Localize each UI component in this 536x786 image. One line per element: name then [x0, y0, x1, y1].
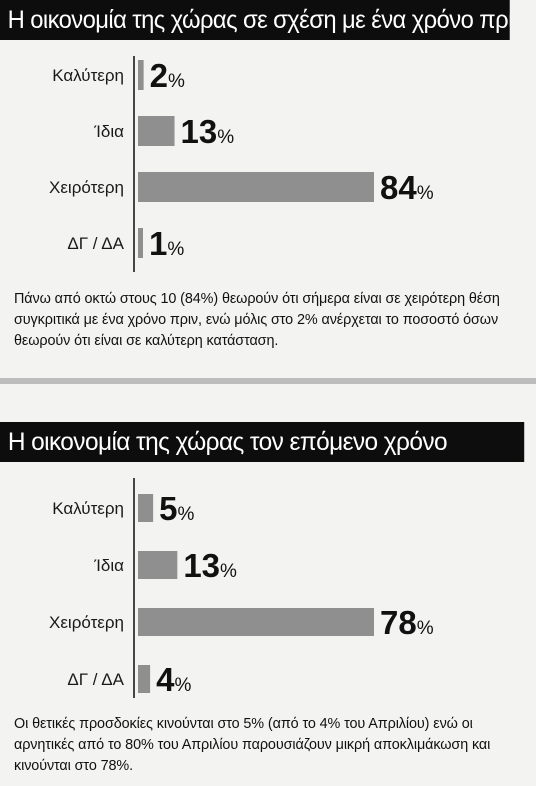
data-label: 84%: [380, 169, 434, 206]
data-label: 78%: [380, 604, 434, 641]
bar: [138, 60, 144, 90]
category-label: Καλύτερη: [52, 499, 124, 518]
bar-chart-2: Καλύτερη 5% Ίδια 13% Χειρότερη 78% ΔΓ / ΔΑ 4%: [0, 478, 536, 698]
data-label: 1%: [149, 225, 184, 262]
bar: [138, 665, 151, 693]
category-label: Ίδια: [93, 556, 124, 575]
category-label: Χειρότερη: [49, 178, 124, 197]
bar: [138, 172, 374, 202]
category-label: ΔΓ / ΔΑ: [67, 234, 124, 253]
bar: [138, 116, 175, 146]
bar: [138, 608, 374, 636]
bar: [138, 494, 154, 522]
category-label: Καλύτερη: [52, 66, 124, 85]
category-label: ΔΓ / ΔΑ: [67, 670, 124, 689]
bar-chart-1: Καλύτερη 2% Ίδια 13% Χειρότερη 84% ΔΓ / ΔΑ 1%: [0, 56, 536, 272]
chart-svg-1: Καλύτερη 2% Ίδια 13% Χειρότερη 84% ΔΓ / ΔΑ 1%: [49, 56, 434, 272]
bar: [138, 551, 178, 579]
data-label: 5%: [159, 490, 194, 527]
section-divider: [0, 378, 536, 384]
data-label: 2%: [150, 57, 185, 94]
data-label: 13%: [183, 547, 237, 584]
chart-title-1: Η οικονομία της χώρας σε σχέση με ένα χρ…: [0, 0, 510, 40]
data-label: 13%: [181, 113, 235, 150]
chart-caption-1: Πάνω από οκτώ στους 10 (84%) θεωρούν ότι…: [14, 291, 500, 349]
chart-title-2: Η οικονομία της χώρας τον επόμενο χρόνο: [0, 422, 525, 462]
category-label: Ίδια: [93, 122, 124, 141]
bar: [138, 228, 143, 258]
chart-caption-2: Οι θετικές προσδοκίες κινούνται στο 5% (…: [14, 716, 491, 774]
chart-svg-2: Καλύτερη 5% Ίδια 13% Χειρότερη 78% ΔΓ / ΔΑ 4%: [49, 478, 434, 698]
data-label: 4%: [156, 661, 191, 698]
category-label: Χειρότερη: [49, 613, 124, 632]
